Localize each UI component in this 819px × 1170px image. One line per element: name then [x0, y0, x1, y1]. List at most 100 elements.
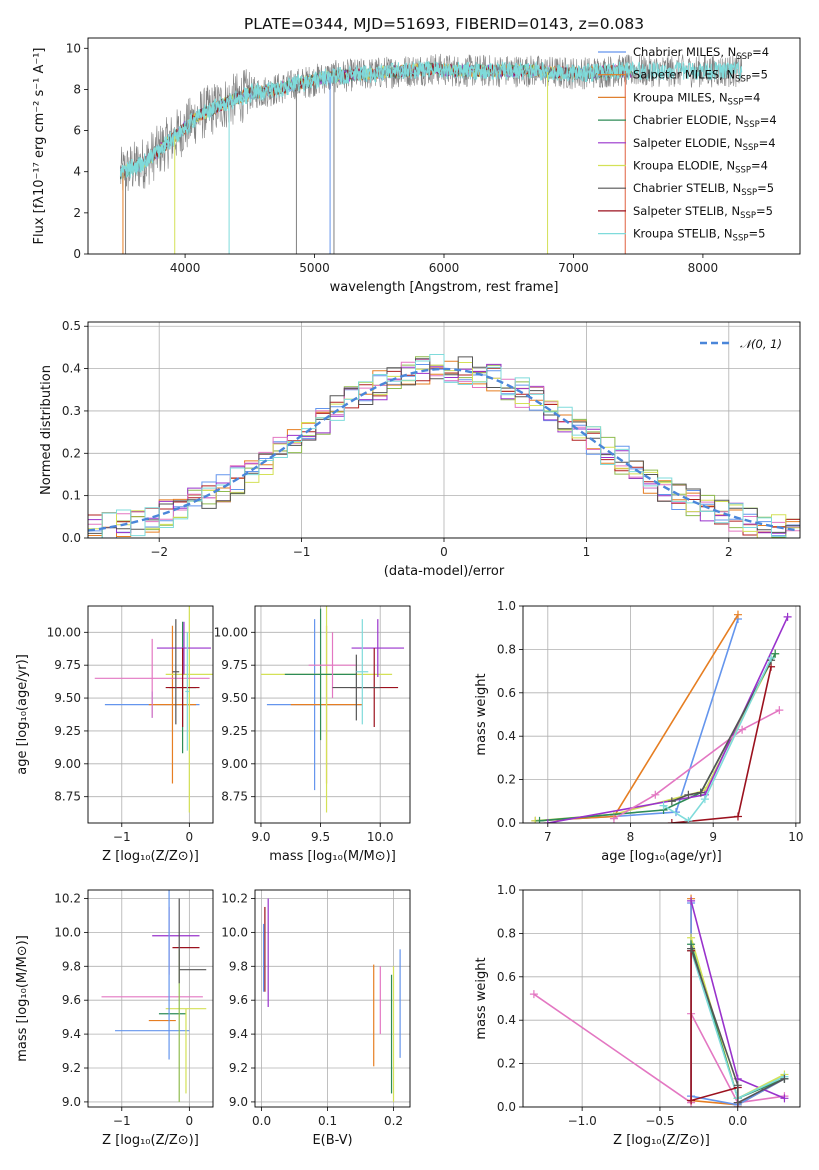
weight-series: [659, 654, 776, 823]
plot-area-3: [255, 606, 410, 823]
legend-label: Chabrier MILES, NSSP=4: [633, 45, 769, 62]
error-bar-point: [185, 632, 190, 751]
weight-marker: [687, 896, 696, 905]
y-axis-label: Flux [fλ10⁻¹⁷ erg cm⁻² s⁻¹ A⁻¹]: [32, 48, 47, 245]
y-tick-label: 2: [73, 206, 81, 220]
y-tick-label: 9.4: [229, 1027, 248, 1041]
y-tick-label: 0: [73, 247, 81, 261]
legend-label: Chabrier STELIB, NSSP=5: [633, 181, 774, 198]
y-tick-label: 9.75: [54, 658, 81, 672]
x-tick-label: −1.0: [568, 1114, 597, 1128]
x-tick-label: 4000: [170, 261, 201, 275]
legend-label: Chabrier ELODIE, NSSP=4: [633, 113, 777, 130]
model-spectrum-top: [119, 60, 743, 179]
x-tick-label: 9.0: [251, 830, 270, 844]
y-tick-label: 10.2: [221, 891, 248, 905]
axes-frame: [87, 321, 801, 539]
y-tick-label: 9.50: [221, 691, 248, 705]
y-tick-label: 1.0: [497, 599, 516, 613]
panel-0: 4000 5000 6000 7000 8000 0 2 4 6 8 10 PLATE=0344, M…: [32, 15, 801, 295]
legend-label: 𝒩(0, 1): [740, 337, 782, 351]
weight-series: [531, 615, 742, 823]
weight-marker: [783, 612, 792, 621]
plot-area-2: [88, 606, 213, 823]
x-axis-label: (data-model)/error: [384, 564, 505, 579]
error-bar-point: [165, 648, 200, 727]
y-tick-label: 0.2: [497, 1057, 516, 1071]
x-tick-label: 0.0: [252, 1114, 271, 1128]
y-axis-label: Normed distribution: [39, 365, 54, 495]
y-tick-label: 9.50: [54, 691, 81, 705]
weight-marker: [529, 990, 538, 999]
y-tick-label: 0.8: [497, 642, 516, 656]
y-tick-label: 9.00: [54, 757, 81, 771]
error-bar-point: [172, 619, 180, 725]
y-tick-label: 0.1: [62, 489, 81, 503]
weight-line: [690, 948, 785, 1105]
y-axis-label: age [log₁₀(age/yr)]: [15, 654, 30, 775]
y-tick-label: 9.75: [221, 658, 248, 672]
x-tick-label: 0.2: [384, 1114, 403, 1128]
weight-marker: [543, 819, 552, 823]
weight-marker: [651, 790, 660, 799]
y-tick-label: 0.2: [497, 773, 516, 787]
y-axis-label: mass [log₁₀(M/M⊙)]: [15, 935, 30, 1062]
x-tick-label: 10.0: [367, 830, 394, 844]
normal-curve: [88, 367, 798, 532]
chart-title: PLATE=0344, MJD=51693, FIBERID=0143, z=0…: [244, 15, 644, 33]
x-tick-label: −0.5: [645, 1114, 674, 1128]
error-bar-point: [165, 606, 213, 813]
y-tick-label: 10: [66, 41, 81, 55]
weight-series: [543, 612, 792, 823]
y-tick-label: 0.6: [497, 970, 516, 984]
y-tick-label: 1.0: [497, 883, 516, 897]
plot-area-6: [255, 890, 410, 1107]
y-tick-label: 9.0: [229, 1095, 248, 1109]
weight-marker: [780, 1094, 789, 1103]
weight-marker: [535, 816, 544, 823]
weight-line: [671, 659, 772, 803]
y-tick-label: 9.4: [62, 1027, 81, 1041]
weight-marker: [771, 649, 780, 658]
y-tick-label: 9.8: [229, 959, 248, 973]
plot-area-7: [523, 890, 800, 1107]
x-tick-label: 0.1: [318, 1114, 337, 1128]
x-axis-label: age [log₁₀(age/yr)]: [601, 849, 722, 864]
weight-series: [529, 990, 789, 1107]
weight-marker: [684, 790, 693, 799]
y-tick-label: 0.2: [62, 446, 81, 460]
x-tick-label: 9: [709, 830, 717, 844]
plot-area-4: [523, 606, 800, 823]
x-axis-label: Z [log₁₀(Z/Z⊙)]: [102, 849, 199, 864]
weight-marker: [667, 819, 676, 823]
y-tick-label: 0.0: [62, 531, 81, 545]
weight-marker: [733, 1081, 742, 1090]
weight-series: [687, 896, 789, 1103]
panel-6: 0.0 0.1 0.2 9.0 9.2 9.4 9.6 9.8 10.0 10.2 E(B-V): [221, 889, 411, 1148]
weight-marker: [780, 1074, 789, 1083]
weight-marker: [609, 814, 618, 823]
weight-marker: [733, 610, 742, 619]
weight-marker: [700, 795, 709, 804]
y-tick-label: 4: [73, 165, 81, 179]
y-tick-label: 8.75: [54, 790, 81, 804]
weight-marker: [733, 1098, 742, 1107]
error-bar-point: [356, 619, 369, 725]
y-tick-label: 10.0: [54, 925, 81, 939]
y-tick-label: 8: [73, 82, 81, 96]
x-axis-label: Z [log₁₀(Z/Z⊙)]: [102, 1133, 199, 1148]
y-tick-label: 0.0: [497, 1100, 516, 1114]
weight-marker: [733, 812, 742, 821]
weight-series: [531, 610, 742, 823]
y-tick-label: 0.3: [62, 404, 81, 418]
y-tick-label: 8.75: [221, 790, 248, 804]
weight-series: [609, 706, 784, 823]
x-tick-label: 6000: [429, 261, 460, 275]
y-tick-label: 6: [73, 124, 81, 138]
axes-frame: [87, 889, 214, 1108]
error-bar-point: [156, 621, 211, 675]
legend-label: Salpeter STELIB, NSSP=5: [633, 204, 773, 221]
error-bar-point: [148, 625, 197, 784]
axes-frame: [522, 605, 801, 824]
weight-marker: [659, 801, 668, 810]
